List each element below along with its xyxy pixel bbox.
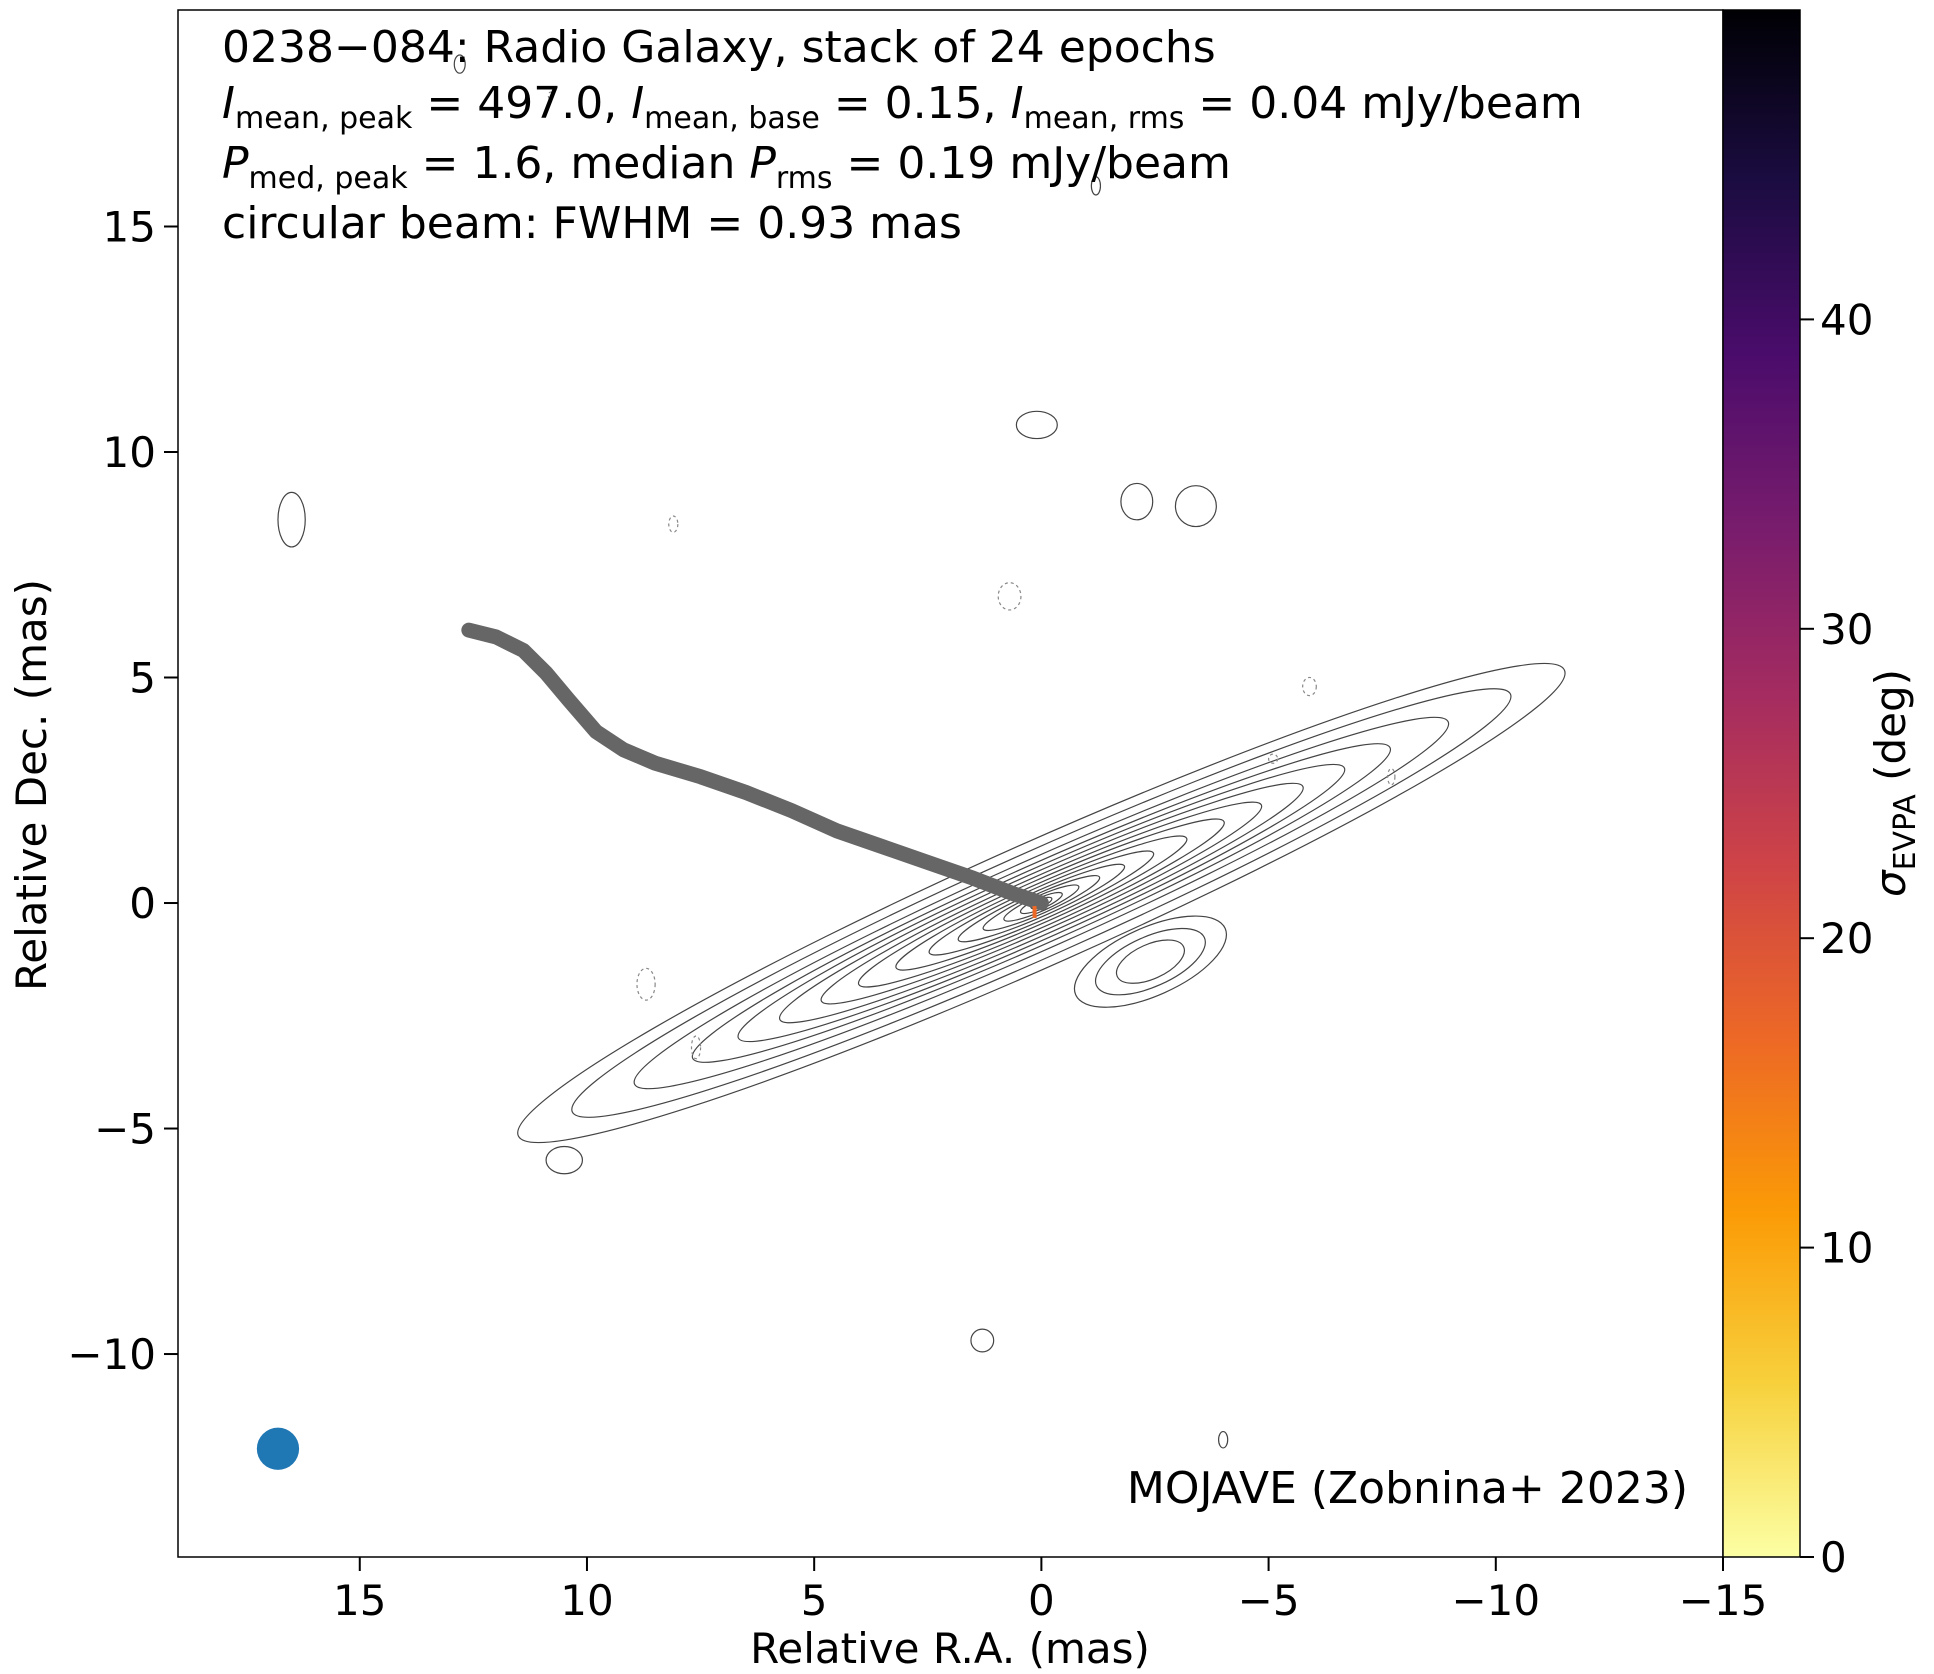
x-axis-ticks: 15 10 5 0 −5 −10 −15 xyxy=(333,1557,1767,1625)
polarization-rms-subscript: rms xyxy=(776,161,833,196)
contour-level xyxy=(820,801,1263,1005)
polarization-symbol: P xyxy=(222,138,249,189)
colorbar-tick-label: 40 xyxy=(1820,295,1873,344)
contour-blob xyxy=(1174,485,1217,528)
jet-knot-contour xyxy=(1073,915,1228,1008)
contour-level xyxy=(895,835,1188,971)
contour-blob xyxy=(545,1145,584,1175)
negative-contour-blob xyxy=(668,515,679,533)
x-tick-label: 15 xyxy=(333,1576,386,1625)
contour-blob xyxy=(970,1328,995,1353)
plot-area xyxy=(256,54,1566,1470)
negative-contour-blob xyxy=(636,967,656,1001)
y-axis-label: Relative Dec. (mas) xyxy=(7,579,56,991)
y-axis-ticks: 15 10 5 0 −5 −10 xyxy=(67,202,178,1379)
y-tick-label: −10 xyxy=(67,1330,156,1379)
contour-level xyxy=(928,850,1155,956)
y-tick-label: 15 xyxy=(103,202,156,251)
contour-level xyxy=(778,782,1304,1024)
colorbar-label-subscript: EVPA xyxy=(1888,794,1923,871)
title-line-1: 0238−084: Radio Galaxy, stack of 24 epoc… xyxy=(222,22,1216,73)
intensity-base-value: = 0.15, xyxy=(820,78,1011,129)
contour-blob xyxy=(277,491,306,548)
intensity-symbol: I xyxy=(222,78,235,129)
ridge-line-layer xyxy=(461,622,1049,911)
negative-contour-blob xyxy=(1267,753,1279,764)
negative-contour-blob xyxy=(1387,767,1396,786)
intensity-peak-value: = 497.0, xyxy=(412,78,631,129)
title-line-4: circular beam: FWHM = 0.93 mas xyxy=(222,198,962,249)
intensity-rms-value: = 0.04 mJy/beam xyxy=(1184,78,1582,129)
y-tick-label: 5 xyxy=(129,654,156,703)
jet-knot-contour xyxy=(1094,927,1206,996)
beam-ellipse xyxy=(256,1427,300,1470)
title-line-3: Pmed, peak = 1.6, median Prms = 0.19 mJy… xyxy=(222,138,1231,196)
y-tick-label: −5 xyxy=(94,1105,156,1154)
contour-level xyxy=(517,662,1566,1144)
contour-level xyxy=(957,863,1126,943)
negative-contour-blob xyxy=(547,91,554,100)
x-tick-label: −10 xyxy=(1451,1576,1540,1625)
polarization-symbol-2: P xyxy=(749,138,776,189)
contour-blob xyxy=(453,54,466,74)
contour-blob xyxy=(1015,410,1058,440)
polarization-rms-value: = 0.19 mJy/beam xyxy=(833,138,1231,189)
contour-blob xyxy=(1218,1430,1229,1449)
intensity-symbol-2: I xyxy=(631,78,644,129)
x-tick-label: −15 xyxy=(1679,1576,1768,1625)
title-line-2: Imean, peak = 497.0, Imean, base = 0.15,… xyxy=(222,78,1583,136)
x-tick-label: −5 xyxy=(1238,1576,1300,1625)
x-tick-label: 10 xyxy=(560,1576,613,1625)
colorbar-label-symbol: σ xyxy=(1866,869,1915,897)
polarization-peak-subscript: med, peak xyxy=(249,161,409,196)
contour-blob xyxy=(1120,482,1154,521)
contour-level xyxy=(691,743,1392,1063)
negative-contour-blob xyxy=(690,1035,702,1060)
contour-level xyxy=(571,688,1512,1118)
contour-layer xyxy=(277,54,1566,1449)
colorbar-tick-label: 10 xyxy=(1820,1224,1873,1273)
y-tick-label: 0 xyxy=(129,879,156,928)
ridge-line xyxy=(461,622,1049,911)
intensity-base-subscript: mean, base xyxy=(644,101,820,136)
colorbar-label-unit: (deg) xyxy=(1866,669,1915,794)
x-tick-label: 0 xyxy=(1028,1576,1055,1625)
colorbar-tick-label: 20 xyxy=(1820,914,1873,963)
jet-knot-contour xyxy=(1115,939,1185,984)
colorbar-ticks: 0 10 20 30 40 xyxy=(1800,295,1873,1582)
colorbar xyxy=(1722,9,1801,1558)
contour-level xyxy=(633,716,1450,1090)
intensity-peak-subscript: mean, peak xyxy=(235,101,413,136)
contour-level xyxy=(737,763,1346,1043)
marker-layer xyxy=(256,906,1037,1470)
contour-level xyxy=(857,818,1225,988)
negative-contour-blob xyxy=(1302,676,1317,697)
y-tick-label: 10 xyxy=(103,428,156,477)
title-block: 0238−084: Radio Galaxy, stack of 24 epoc… xyxy=(222,22,1583,249)
x-tick-label: 5 xyxy=(801,1576,828,1625)
polarization-peak-value: = 1.6, median xyxy=(408,138,750,189)
credit-label: MOJAVE (Zobnina+ 2023) xyxy=(1127,1463,1688,1514)
colorbar-label: σEVPA (deg) xyxy=(1866,669,1923,897)
colorbar-tick-label: 0 xyxy=(1820,1533,1847,1582)
colorbar-tick-label: 30 xyxy=(1820,605,1873,654)
intensity-rms-subscript: mean, rms xyxy=(1024,101,1185,136)
x-axis-label: Relative R.A. (mas) xyxy=(750,1624,1150,1673)
contour-blob xyxy=(1090,176,1102,196)
intensity-symbol-3: I xyxy=(1011,78,1024,129)
negative-contour-blob xyxy=(997,582,1022,611)
